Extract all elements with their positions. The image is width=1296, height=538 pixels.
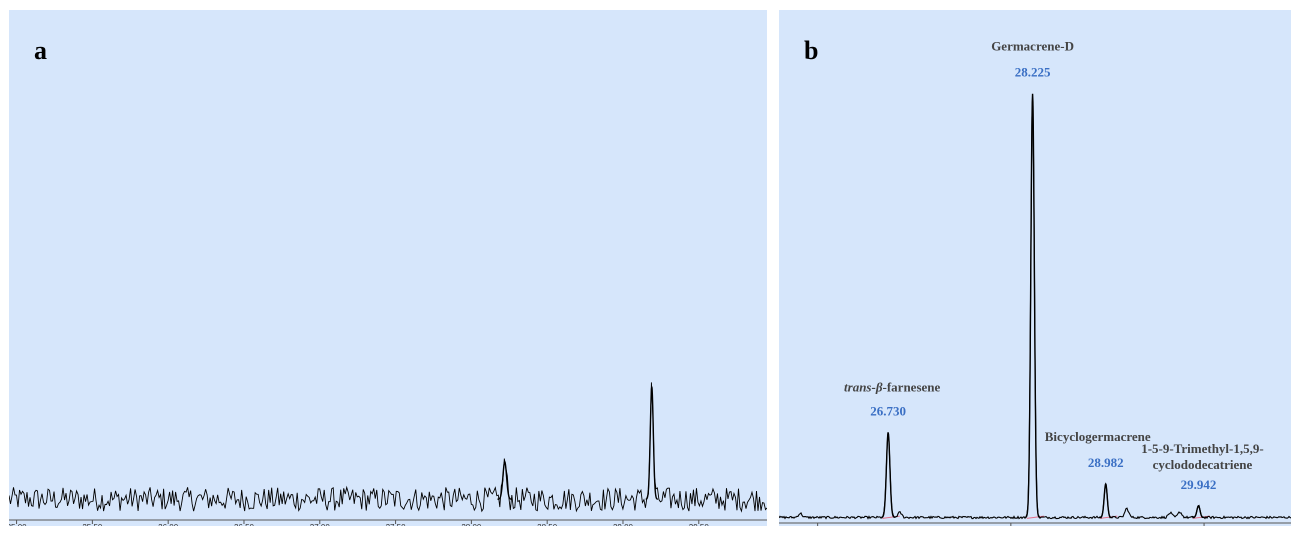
x-tick-label: 25.50 (82, 523, 103, 526)
peak-retention-time: 29.942 (1181, 477, 1217, 492)
x-tick-label: 26.00 (158, 523, 179, 526)
peak-compound-name: 1-5-9-Trimethyl-1,5,9- (1141, 441, 1264, 456)
x-tick-label: 28.00 (461, 523, 482, 526)
integration-baseline (1026, 515, 1045, 519)
x-tick-label: 29.50 (689, 523, 710, 526)
peak-compound-name: Germacrene-D (991, 39, 1074, 54)
peak-compound-name: cyclododecatriene (1153, 457, 1253, 472)
peak-trace (881, 432, 896, 519)
chromatogram-a-plot: 25.00 25.50 26.00 26.50 27.00 27.50 28.00 28.50… (9, 382, 767, 526)
peak-retention-time: 28.982 (1088, 455, 1124, 470)
x-tick-label: 29.00 (613, 523, 634, 526)
chromatogram-trace (9, 382, 767, 513)
peak-trace (645, 386, 658, 500)
peak-retention-time: 26.730 (870, 404, 906, 419)
panel-label-b: b (804, 36, 819, 65)
panel-label-a: a (34, 36, 47, 65)
x-tick-label: 27.50 (386, 523, 407, 526)
peak-compound-name: Bicyclogermacrene (1045, 429, 1151, 444)
peak-trace (1192, 504, 1205, 519)
peak-compound-name: trans-β-farnesene (844, 380, 940, 395)
peak-retention-time: 28.225 (1015, 65, 1051, 80)
peak-trace (1099, 482, 1112, 519)
x-tick-label: 27.00 (310, 523, 331, 526)
chromatogram-panel-a: a 25.00 25.50 26.00 26.50 27.00 27.50 28.00 28.… (9, 10, 767, 526)
x-tick-label: 28.50 (537, 523, 558, 526)
peak-trace (497, 460, 513, 500)
chromatogram-b-plot: 26.0028.0030.0026.730trans-β-farnesene28… (779, 39, 1291, 526)
integration-baseline (1192, 515, 1211, 519)
x-tick-label: 26.50 (234, 523, 255, 526)
chromatogram-panel-b: b 26.0028.0030.0026.730trans-β-farnesene… (779, 10, 1291, 526)
x-tick-label: 25.00 (9, 523, 27, 526)
peak-trace (1025, 93, 1040, 518)
